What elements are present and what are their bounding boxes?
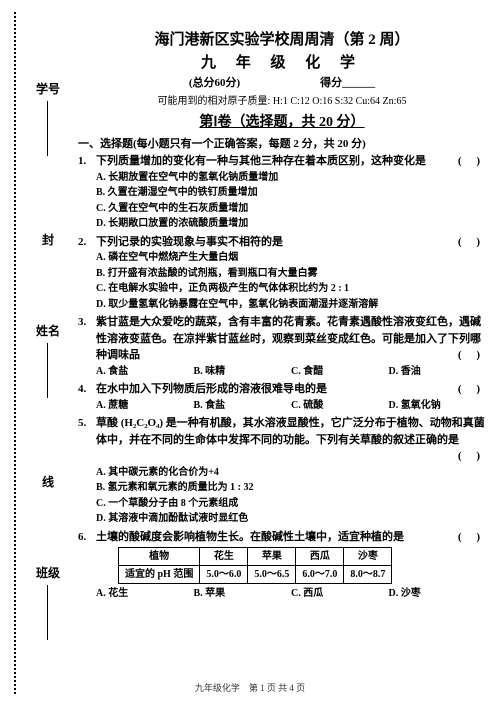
- question-number: 2.: [78, 234, 96, 251]
- option: B. 苹果: [194, 586, 292, 602]
- cut-mark: 线: [42, 473, 54, 490]
- data-table: 植物花生苹果西瓜沙枣适宜的 pH 范围5.0～6.05.0～6.56.0～7.0…: [118, 547, 392, 584]
- question-number: 4.: [78, 381, 96, 398]
- table-header-cell: 植物: [119, 548, 200, 566]
- option: A. 其中碳元素的化合价为+4: [78, 465, 486, 481]
- question: 5.草酸 (H₂C₂O₄) 是一种有机酸，其水溶液显酸性，它广泛分布于植物、动物…: [78, 415, 486, 527]
- option: B. 食盐: [194, 398, 292, 414]
- part-heading: 一、选择题(每小题只有一个正确答案，每题 2 分，共 20 分): [78, 135, 486, 151]
- question: 3.紫甘蓝是大众爱吃的蔬菜，含有丰富的花青素。花青素遇酸性溶液变红色，遇碱性溶液…: [78, 314, 486, 379]
- option: D. 长期敞口放置的浓硫酸质量增加: [78, 216, 486, 232]
- option: A. 磷在空气中燃烧产生大量白烟: [78, 250, 486, 266]
- table-header-cell: 沙枣: [344, 548, 392, 566]
- fold-mark: 封: [42, 231, 54, 248]
- question-stem: 在水中加入下列物质后形成的溶液很难导电的是( ): [96, 381, 486, 398]
- question-stem: 下列质量增加的变化有一种与其他三种存在着本质区别，这种变化是( ): [96, 153, 486, 170]
- label-student-id: 学号: [36, 80, 60, 97]
- question-number: 1.: [78, 153, 96, 170]
- table-cell: 8.0～8.7: [344, 566, 392, 584]
- option: C. 一个草酸分子由 8 个元素组成: [78, 496, 486, 512]
- label-class: 班级: [36, 564, 60, 581]
- answer-paren: ( ): [458, 347, 486, 364]
- question: 6.土壤的酸碱度会影响植物生长。在酸碱性土壤中，适宜种植的是( )植物花生苹果西…: [78, 529, 486, 602]
- option: B. 味精: [194, 364, 292, 380]
- option: D. 香油: [389, 364, 487, 380]
- page-footer: 九年级化学 第 1 页 共 4 页: [0, 681, 500, 694]
- question: 1.下列质量增加的变化有一种与其他三种存在着本质区别，这种变化是( )A. 长期…: [78, 153, 486, 232]
- question-stem: 紫甘蓝是大众爱吃的蔬菜，含有丰富的花青素。花青素遇酸性溶液变红色，遇碱性溶液变蓝…: [96, 314, 486, 364]
- answer-paren: ( ): [458, 234, 486, 251]
- table-cell: 6.0～7.0: [296, 566, 344, 584]
- table-cell: 5.0～6.0: [200, 566, 248, 584]
- table-header-cell: 苹果: [248, 548, 296, 566]
- atomic-masses: 可能用到的相对原子质量: H:1 C:12 O:16 S:32 Cu:64 Zn…: [78, 92, 486, 107]
- question: 4.在水中加入下列物质后形成的溶液很难导电的是( )A. 蔗糖B. 食盐C. 硫…: [78, 381, 486, 413]
- binding-margin-labels: 学号 封 姓名 线 班级: [28, 80, 68, 640]
- option: D. 其溶液中滴加酚酞试液时显红色: [78, 511, 486, 527]
- question-stem: 草酸 (H₂C₂O₄) 是一种有机酸，其水溶液显酸性，它广泛分布于植物、动物和真…: [96, 415, 486, 465]
- option: B. 久置在潮湿空气中的铁钉质量增加: [78, 185, 486, 201]
- option: A. 蔗糖: [96, 398, 194, 414]
- option: C. 硫酸: [291, 398, 389, 414]
- option: C. 食醋: [291, 364, 389, 380]
- section-title: 第Ⅰ卷（选择题，共 20 分）: [78, 111, 486, 131]
- option: C. 久置在空气中的生石灰质量增加: [78, 201, 486, 217]
- option: D. 取少量氢氧化钠暴露在空气中，氢氧化钠表面潮湿并逐渐溶解: [78, 297, 486, 313]
- question-stem: 下列记录的实验现象与事实不相符的是( ): [96, 234, 486, 251]
- option: D. 沙枣: [389, 586, 487, 602]
- question-stem: 土壤的酸碱度会影响植物生长。在酸碱性土壤中，适宜种植的是( ): [96, 529, 486, 546]
- question-number: 3.: [78, 314, 96, 364]
- exam-subject: 九 年 级 化 学: [78, 51, 486, 72]
- question: 2.下列记录的实验现象与事实不相符的是( )A. 磷在空气中燃烧产生大量白烟B.…: [78, 234, 486, 313]
- question-number: 6.: [78, 529, 96, 546]
- exam-title: 海门港新区实验学校周周清（第 2 周）: [78, 28, 486, 49]
- table-header-cell: 花生: [200, 548, 248, 566]
- option: C. 在电解水实验中，正负两极产生的气体体积比约为 2 : 1: [78, 281, 486, 297]
- option: B. 打开盛有浓盐酸的试剂瓶，看到瓶口有大量白雾: [78, 266, 486, 282]
- option: A. 长期放置在空气中的氢氧化钠质量增加: [78, 170, 486, 186]
- table-header-cell: 西瓜: [296, 548, 344, 566]
- option: D. 氢氧化钠: [389, 398, 487, 414]
- answer-paren: ( ): [458, 153, 486, 170]
- answer-paren: ( ): [458, 381, 486, 398]
- option: C. 西瓜: [291, 586, 389, 602]
- total-score: (总分60分): [189, 74, 240, 90]
- option: B. 氢元素和氧元素的质量比为 1 : 32: [78, 480, 486, 496]
- page-content: 海门港新区实验学校周周清（第 2 周） 九 年 级 化 学 (总分60分) 得分…: [78, 28, 486, 696]
- option: A. 食盐: [96, 364, 194, 380]
- answer-paren: ( ): [458, 448, 486, 465]
- table-row-label: 适宜的 pH 范围: [119, 566, 200, 584]
- option: A. 花生: [96, 586, 194, 602]
- table-cell: 5.0～6.5: [248, 566, 296, 584]
- answer-paren: ( ): [458, 529, 486, 546]
- score-blank: 得分______: [320, 74, 375, 90]
- question-number: 5.: [78, 415, 96, 465]
- label-name: 姓名: [36, 322, 60, 339]
